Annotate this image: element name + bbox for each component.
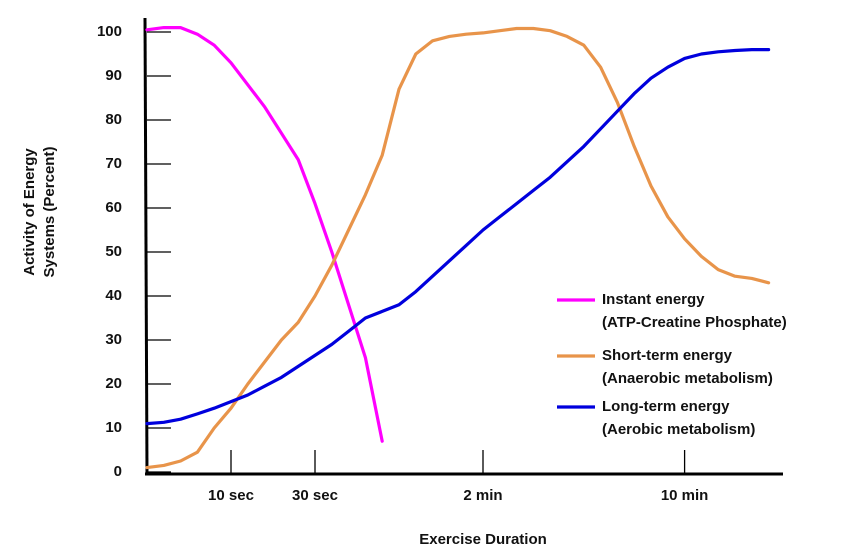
legend-description: (Aerobic metabolism) [602, 421, 755, 438]
legend-description: (Anaerobic metabolism) [602, 370, 773, 387]
y-tick-label: 30 [105, 331, 122, 348]
y-tick-label: 50 [105, 243, 122, 260]
y-tick-label: 0 [114, 463, 122, 480]
series-line [145, 26, 384, 443]
y-tick-label: 40 [105, 287, 122, 304]
series-line [145, 26, 771, 470]
y-tick-label: 20 [105, 375, 122, 392]
y-tick-label: 60 [105, 199, 122, 216]
y-tick-label: 90 [105, 67, 122, 84]
legend-label: Long-term energy [602, 398, 730, 415]
y-tick-label: 70 [105, 155, 122, 172]
x-tick-label: 10 sec [208, 487, 254, 504]
legend-label: Instant energy [602, 291, 705, 308]
x-tick-label: 2 min [463, 487, 502, 504]
y-tick-label: 80 [105, 111, 122, 128]
y-axis [143, 17, 149, 476]
x-tick-label: 30 sec [292, 487, 338, 504]
x-axis-label: Exercise Duration [419, 531, 547, 548]
y-tick-label: 10 [105, 419, 122, 436]
legend-description: (ATP-Creatine Phosphate) [602, 314, 787, 331]
legend-label: Short-term energy [602, 347, 733, 364]
x-tick-label: 10 min [661, 487, 709, 504]
y-axis-label-line: Activity of Energy [21, 148, 38, 276]
y-axis-label-line: Systems (Percent) [41, 147, 58, 278]
y-tick-label: 100 [97, 23, 122, 40]
series-line [145, 48, 771, 426]
y-axis-label: Activity of Energy Systems (Percent) [21, 147, 58, 278]
